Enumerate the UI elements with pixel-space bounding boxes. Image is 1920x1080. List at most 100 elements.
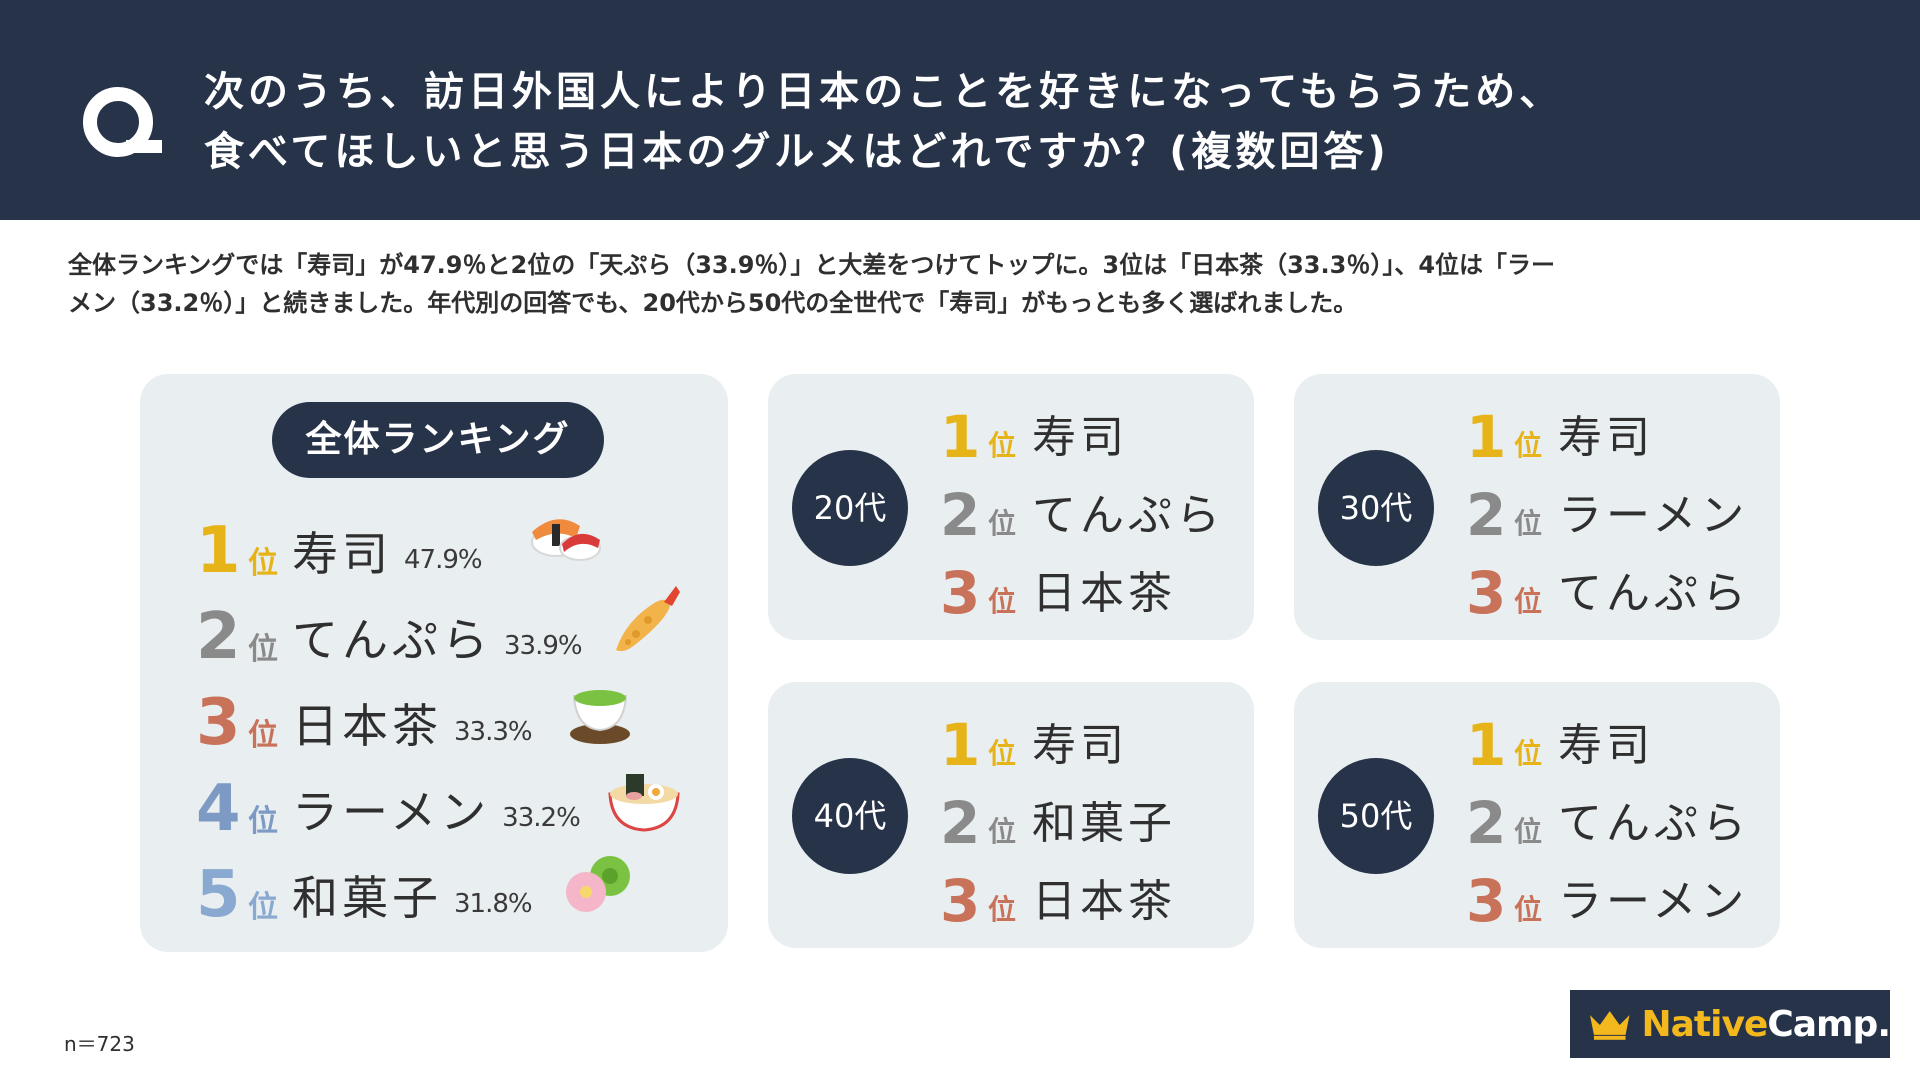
food-name: 日本茶	[1032, 568, 1177, 619]
rank-suffix: 位	[1514, 815, 1543, 848]
food-name: 寿司	[1558, 720, 1655, 771]
overall-ranking-title: 全体ランキング	[272, 402, 604, 478]
sample-size: n＝723	[64, 1032, 135, 1056]
rank-suffix: 位	[1514, 585, 1543, 618]
age-30s-rank-1: 1 位 寿司	[1466, 392, 1750, 470]
age-50s-rank-1: 1 位 寿司	[1466, 700, 1750, 778]
rank-suffix: 位	[1514, 507, 1543, 540]
age-40s-badge: 40代	[792, 758, 908, 874]
food-percentage: 47.9%	[404, 545, 483, 575]
rank-number: 1	[1466, 403, 1507, 471]
rank-suffix: 位	[988, 737, 1017, 770]
overall-rank-3: 3 位 日本茶 33.3%	[196, 682, 533, 760]
rank-suffix: 位	[248, 890, 278, 925]
food-name: てんぷら	[1032, 490, 1225, 541]
question-text: 次のうち、訪日外国人により日本のことを好きになってもらうため、 食べてほしいと思…	[204, 62, 1563, 182]
age-50s-ranking: 1 位 寿司 2 位 てんぷら 3 位 ラーメン	[1466, 700, 1750, 934]
age-40s-rank-1: 1 位 寿司	[940, 700, 1176, 778]
age-20s-rank-1: 1 位 寿司	[940, 392, 1224, 470]
age-40s-rank-3: 3 位 日本茶	[940, 856, 1176, 934]
food-percentage: 31.8%	[454, 889, 533, 919]
age-40s-rank-2: 2 位 和菓子	[940, 778, 1176, 856]
rank-suffix: 位	[1514, 429, 1543, 462]
rank-suffix: 位	[248, 632, 278, 667]
food-name: てんぷら	[292, 613, 492, 667]
rank-suffix: 位	[988, 815, 1017, 848]
nativecamp-logo: NativeCamp.	[1570, 990, 1891, 1058]
age-20s-ranking: 1 位 寿司 2 位 てんぷら 3 位 日本茶	[940, 392, 1224, 626]
food-name: 寿司	[1032, 720, 1129, 771]
food-name: 日本茶	[1032, 876, 1177, 927]
rank-number: 3	[940, 559, 981, 627]
age-50s-badge: 50代	[1318, 758, 1434, 874]
rank-number: 3	[1466, 867, 1507, 935]
logo-native-text: Native	[1641, 1003, 1768, 1045]
overall-rank-1: 1 位 寿司 47.9%	[196, 510, 483, 588]
question-line-1: 次のうち、訪日外国人により日本のことを好きになってもらうため、	[204, 69, 1564, 115]
tempura-icon	[616, 586, 680, 652]
age-50s-panel: 50代 1 位 寿司 2 位 てんぷら 3 位 ラーメン	[1294, 682, 1780, 948]
rank-number: 1	[940, 711, 981, 779]
food-percentage: 33.2%	[502, 803, 581, 833]
q-icon	[83, 87, 162, 157]
rank-suffix: 位	[248, 804, 278, 839]
crown-icon	[1589, 1011, 1630, 1040]
rank-suffix: 位	[248, 546, 278, 581]
summary-line-1: 全体ランキングでは「寿司」が47.9％と2位の「天ぷら（33.9％）」と大差をつ…	[68, 251, 1556, 279]
ramen-icon	[608, 774, 680, 832]
food-name: 寿司	[292, 527, 392, 581]
rank-number: 2	[940, 481, 981, 549]
rank-number: 5	[196, 858, 241, 932]
question-header: 次のうち、訪日外国人により日本のことを好きになってもらうため、 食べてほしいと思…	[0, 0, 1920, 220]
rank-number: 4	[196, 772, 241, 846]
overall-rank-4: 4 位 ラーメン 33.2%	[196, 768, 581, 846]
rank-number: 2	[940, 789, 981, 857]
rank-suffix: 位	[248, 718, 278, 753]
food-name: 寿司	[1032, 412, 1129, 463]
summary-line-2: メン（33.2％）」と続きました。年代別の回答でも、20代から50代の全世代で「…	[68, 289, 1358, 317]
rank-suffix: 位	[1514, 737, 1543, 770]
sushi-icon	[531, 519, 601, 561]
food-percentage: 33.3%	[454, 717, 533, 747]
rank-number: 1	[1466, 711, 1507, 779]
food-name: ラーメン	[1558, 876, 1749, 927]
age-30s-rank-3: 3 位 てんぷら	[1466, 548, 1750, 626]
question-line-2: 食べてほしいと思う日本のグルメはどれですか？(複数回答)	[204, 129, 1390, 175]
overall-rank-2: 2 位 てんぷら 33.9%	[196, 596, 583, 674]
overall-ranking-panel: 全体ランキング 1 位 寿司 47.9% 2 位 てんぷら 33.9% 3 位 …	[140, 374, 728, 952]
food-name: ラーメン	[292, 785, 491, 839]
age-20s-badge: 20代	[792, 450, 908, 566]
food-name: 日本茶	[292, 699, 442, 753]
age-30s-panel: 30代 1 位 寿司 2 位 ラーメン 3 位 てんぷら	[1294, 374, 1780, 640]
rank-number: 2	[196, 600, 241, 674]
age-50s-rank-3: 3 位 ラーメン	[1466, 856, 1750, 934]
rank-number: 3	[1466, 559, 1507, 627]
overall-rank-5: 5 位 和菓子 31.8%	[196, 854, 533, 932]
rank-number: 3	[196, 686, 241, 760]
food-name: 和菓子	[1032, 798, 1177, 849]
age-30s-ranking: 1 位 寿司 2 位 ラーメン 3 位 てんぷら	[1466, 392, 1750, 626]
food-name: てんぷら	[1558, 798, 1751, 849]
rank-suffix: 位	[1514, 893, 1543, 926]
age-40s-ranking: 1 位 寿司 2 位 和菓子 3 位 日本茶	[940, 700, 1176, 934]
food-name: 和菓子	[292, 871, 442, 925]
rank-number: 1	[940, 403, 981, 471]
rank-number: 3	[940, 867, 981, 935]
rank-suffix: 位	[988, 429, 1017, 462]
age-20s-panel: 20代 1 位 寿司 2 位 てんぷら 3 位 日本茶	[768, 374, 1254, 640]
wagashi-icon	[566, 856, 630, 912]
summary-text: 全体ランキングでは「寿司」が47.9％と2位の「天ぷら（33.9％）」と大差をつ…	[68, 246, 1858, 322]
age-20s-rank-3: 3 位 日本茶	[940, 548, 1224, 626]
food-name: ラーメン	[1558, 490, 1749, 541]
age-30s-badge: 30代	[1318, 450, 1434, 566]
age-50s-rank-2: 2 位 てんぷら	[1466, 778, 1750, 856]
food-name: てんぷら	[1558, 568, 1751, 619]
food-name: 寿司	[1558, 412, 1655, 463]
rank-suffix: 位	[988, 585, 1017, 618]
rank-number: 1	[196, 514, 241, 588]
logo-camp-text: Camp.	[1767, 1003, 1891, 1045]
age-40s-panel: 40代 1 位 寿司 2 位 和菓子 3 位 日本茶	[768, 682, 1254, 948]
rank-number: 2	[1466, 481, 1507, 549]
age-20s-rank-2: 2 位 てんぷら	[940, 470, 1224, 548]
age-30s-rank-2: 2 位 ラーメン	[1466, 470, 1750, 548]
